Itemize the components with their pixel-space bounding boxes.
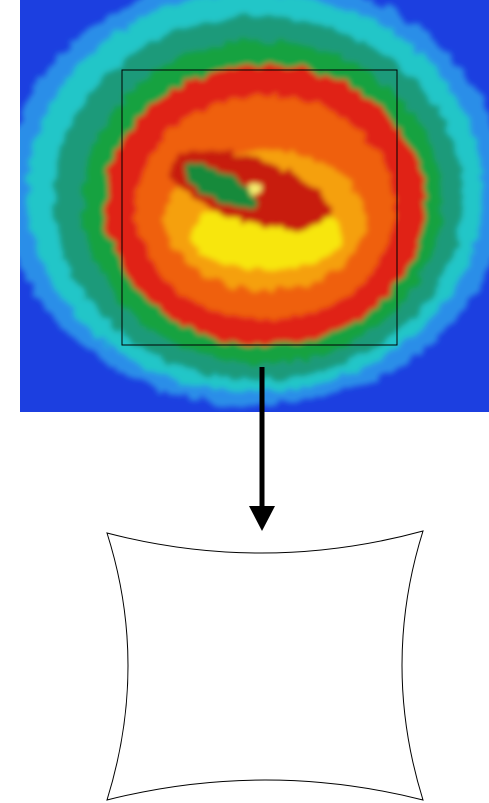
diagram <box>0 0 489 803</box>
page <box>0 0 489 803</box>
pincushion-shape <box>107 531 423 800</box>
heatmap-hotspot <box>248 179 262 197</box>
heatmap-image <box>5 0 489 412</box>
arrow-head <box>249 506 275 531</box>
